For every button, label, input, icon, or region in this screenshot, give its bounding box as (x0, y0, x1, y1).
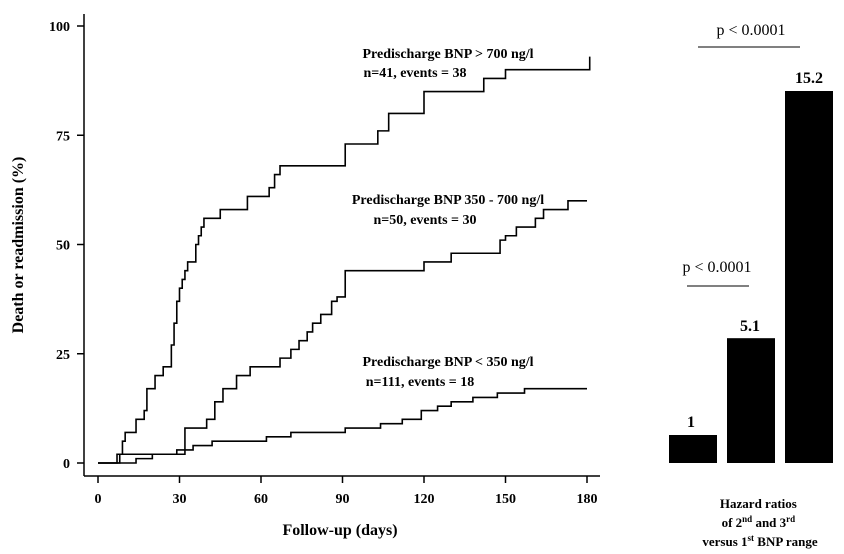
x-tick-label: 90 (336, 492, 350, 507)
p-value-high: p < 0.0001 (716, 22, 785, 39)
hazard-caption-line3: versus 1st BNP range (702, 533, 817, 549)
annotation-mid-line1: Predischarge BNP 350 - 700 ng/l (352, 193, 544, 208)
x-tick-label: 60 (254, 492, 268, 507)
x-tick-label: 120 (414, 492, 435, 507)
km-curve-low (98, 387, 587, 464)
y-tick-label: 25 (56, 348, 70, 363)
y-tick-label: 100 (49, 20, 70, 35)
annotation-low-line2: n=111, events = 18 (366, 375, 475, 390)
axis-ticks: 0 30 60 90 120 150 180 0 25 50 75 100 (49, 20, 598, 507)
km-curves (98, 56, 591, 464)
annotation-low-line1: Predischarge BNP < 350 ng/l (362, 355, 533, 370)
annotation-mid-line2: n=50, events = 30 (373, 213, 476, 228)
x-tick-label: 180 (577, 492, 598, 507)
y-tick-label: 50 (56, 239, 70, 254)
y-tick-label: 75 (56, 129, 70, 144)
km-curve-high (98, 56, 591, 464)
annotation-high-line1: Predischarge BNP > 700 ng/l (362, 47, 533, 62)
x-tick-label: 150 (495, 492, 516, 507)
p-value-low: p < 0.0001 (682, 259, 751, 276)
annotation-high-line2: n=41, events = 38 (363, 66, 466, 81)
hazard-caption-line2: of 2nd and 3rd (722, 514, 796, 530)
hazard-caption: Hazard ratios of 2nd and 3rd versus 1st … (702, 496, 817, 549)
x-tick-label: 0 (95, 492, 102, 507)
y-tick-label: 0 (63, 457, 70, 472)
bar-value-label-3: 15.2 (795, 70, 823, 87)
bar-value-label-2: 5.1 (740, 318, 760, 335)
hazard-bar-1 (669, 435, 717, 463)
x-tick-label: 30 (173, 492, 187, 507)
y-axis-title: Death or readmission (%) (10, 157, 27, 334)
hazard-bar-2 (727, 338, 775, 463)
bar-value-label-1: 1 (687, 414, 695, 431)
hazard-ratio-bars (669, 91, 833, 463)
hazard-caption-line1: Hazard ratios (720, 496, 797, 511)
x-axis-title: Follow-up (days) (282, 522, 397, 539)
hazard-bar-3 (785, 91, 833, 463)
km-curve-mid (98, 200, 587, 464)
